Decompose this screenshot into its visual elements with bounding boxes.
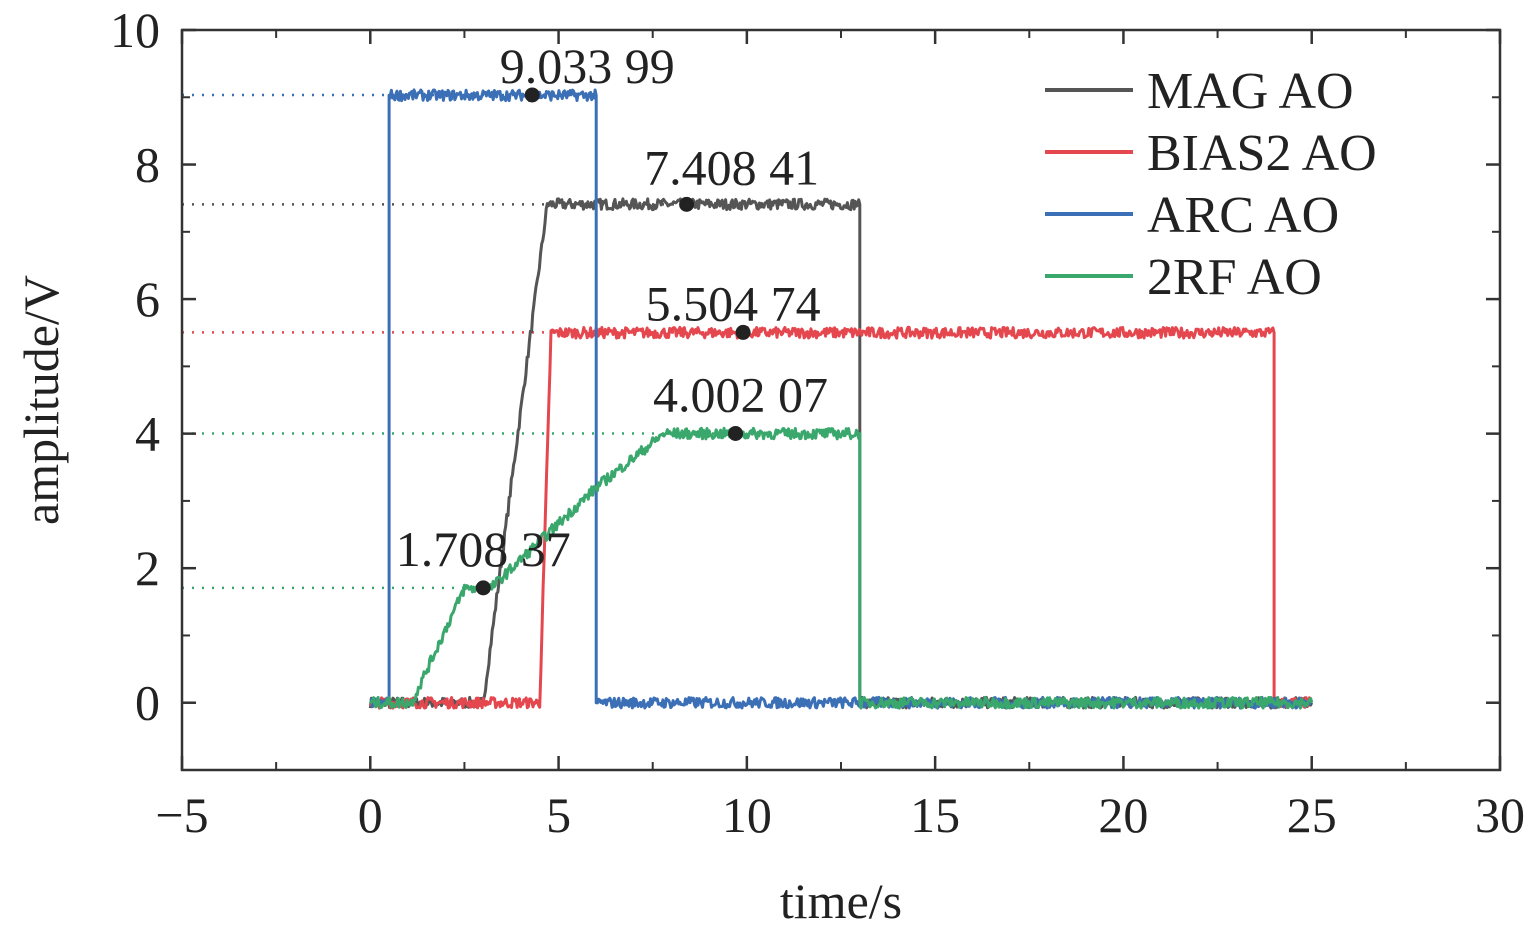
y-tick-label: 10 — [110, 2, 160, 58]
legend-label: BIAS2 AO — [1147, 125, 1377, 182]
x-tick-label: 15 — [910, 787, 960, 843]
legend-label: 2RF AO — [1147, 249, 1322, 306]
legend-label: ARC AO — [1147, 187, 1339, 244]
data-point-marker — [524, 87, 540, 103]
data-point-label: 5.504 74 — [646, 275, 821, 331]
data-point-marker — [735, 324, 751, 340]
series-lines — [368, 88, 1314, 710]
x-tick-label: −5 — [155, 787, 208, 843]
series-line-2rf-ao — [369, 426, 1314, 710]
y-tick-label: 0 — [135, 675, 160, 731]
x-tick-label: 5 — [546, 787, 571, 843]
y-tick-label: 4 — [135, 406, 160, 462]
x-tick-label: 10 — [722, 787, 772, 843]
y-tick-label: 2 — [135, 540, 160, 596]
y-tick-label: 6 — [135, 271, 160, 327]
data-point-label: 7.408 41 — [644, 139, 819, 195]
legend-label: MAG AO — [1147, 63, 1354, 120]
x-tick-label: 0 — [358, 787, 383, 843]
series-line-bias2-ao — [368, 325, 1314, 710]
x-tick-label: 30 — [1475, 787, 1525, 843]
series-line-arc-ao — [369, 88, 1314, 710]
x-axis-label: time/s — [780, 873, 902, 929]
data-point-marker — [728, 426, 744, 442]
x-tick-label: 20 — [1098, 787, 1148, 843]
data-point-marker — [679, 196, 695, 212]
y-axis-label: amplitude/V — [13, 275, 69, 525]
annotation-markers: 9.033 99 7.408 41 5.504 74 4.002 07 1.708 37 — [396, 38, 828, 596]
data-point-label: 1.708 37 — [396, 521, 571, 577]
x-tick-label: 25 — [1287, 787, 1337, 843]
data-point-marker — [475, 580, 491, 596]
data-point-label: 9.033 99 — [500, 38, 675, 94]
data-point-label: 4.002 07 — [653, 367, 828, 423]
axis-ticks: −5 0 5 10 15 20 25 30 0 2 4 6 8 10 — [110, 2, 1525, 843]
y-tick-label: 8 — [135, 137, 160, 193]
